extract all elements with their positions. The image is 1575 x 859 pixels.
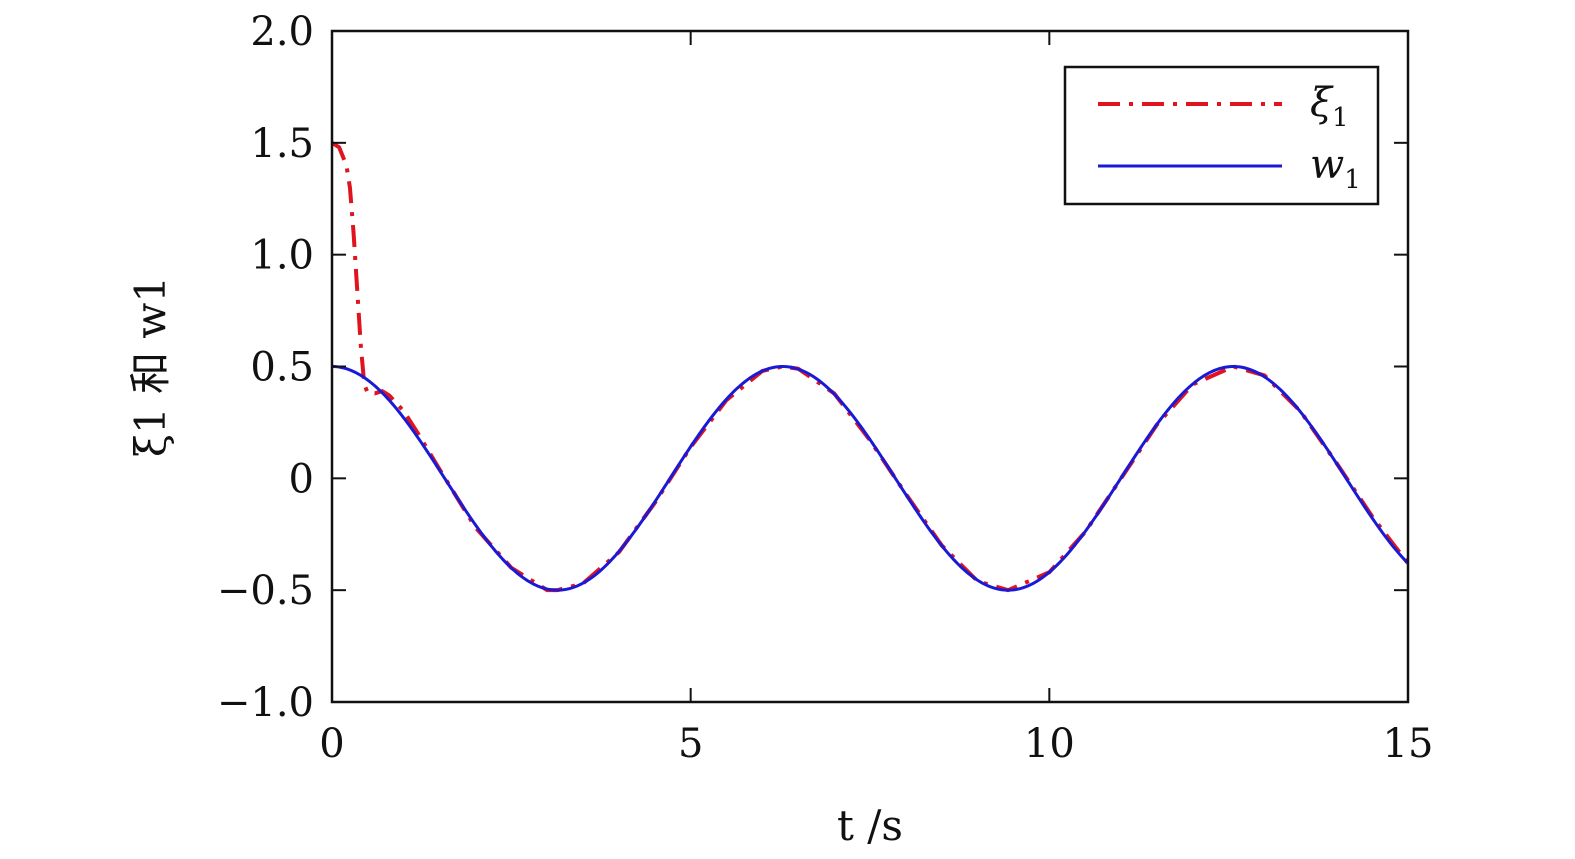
x-tick-label: 15 <box>1383 721 1434 767</box>
y-tick-label: −1.0 <box>217 680 314 726</box>
y-tick-label: 1.5 <box>250 121 314 167</box>
ticks-layer <box>331 30 1409 703</box>
series-layer <box>330 141 1410 593</box>
x-tick-label: 10 <box>1024 721 1075 767</box>
x-axis-label: t /s <box>837 801 903 850</box>
x-tick-label: 0 <box>319 721 344 767</box>
x-tick-label: 5 <box>678 721 703 767</box>
series-line-xi1 <box>330 141 1410 593</box>
labels-layer: 0 5 10 15 −1.0 −0.5 0 0.5 1.0 1.5 2.0 <box>217 9 1434 767</box>
y-tick-label: 0 <box>289 456 314 502</box>
y-tick-label: −0.5 <box>217 568 314 614</box>
y-tick-label: 1.0 <box>250 233 314 279</box>
y-tick-label: 0.5 <box>250 345 314 391</box>
legend-label-w1: w1 <box>1310 142 1361 195</box>
legend-box <box>1063 65 1380 206</box>
legend-label-xi1: ξ1 <box>1310 80 1349 133</box>
y-tick-label: 2.0 <box>250 9 314 55</box>
legend: ξ1 w1 <box>1063 65 1380 206</box>
series-line-w1 <box>331 365 1410 592</box>
y-axis-label: ξ1 和 w1 <box>126 276 175 457</box>
